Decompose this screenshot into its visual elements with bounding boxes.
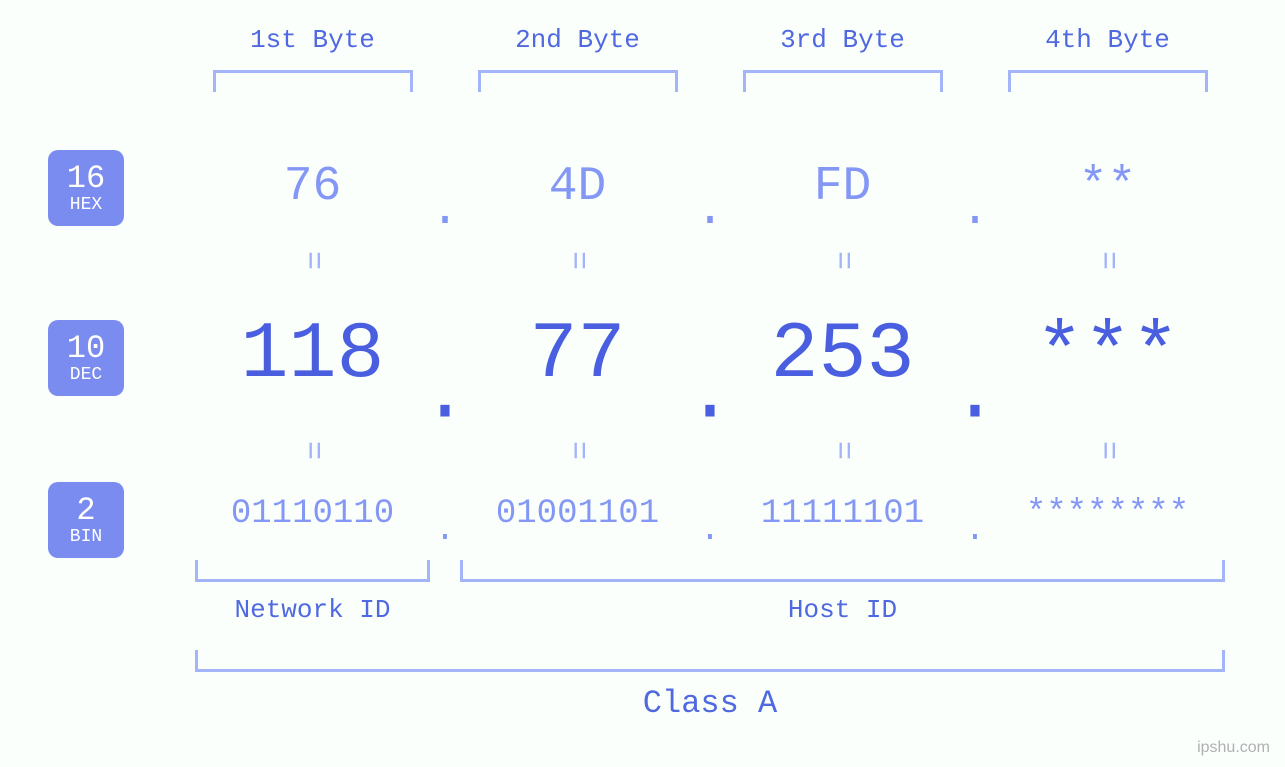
id-brackets-row bbox=[180, 560, 1240, 582]
bin-row: 01110110 . 01001101 . 11111101 . *******… bbox=[180, 495, 1240, 533]
dec-badge-num: 10 bbox=[67, 331, 105, 366]
bin-sep-3: . bbox=[965, 512, 985, 550]
watermark: ipshu.com bbox=[1197, 739, 1270, 757]
dec-badge-label: DEC bbox=[70, 366, 102, 386]
hex-sep-2: . bbox=[696, 184, 725, 238]
dec-sep-2: . bbox=[686, 350, 734, 441]
host-id-label: Host ID bbox=[445, 595, 1240, 625]
byte-headers-row: 1st Byte 2nd Byte 3rd Byte 4th Byte bbox=[180, 25, 1240, 55]
bin-badge-num: 2 bbox=[76, 493, 95, 528]
byte-header-1: 1st Byte bbox=[180, 25, 445, 55]
hex-badge-num: 16 bbox=[67, 161, 105, 196]
bin-byte-3: 11111101 bbox=[710, 495, 975, 533]
hex-sep-3: . bbox=[961, 184, 990, 238]
bin-byte-2: 01001101 bbox=[445, 495, 710, 533]
byte-bracket-3 bbox=[743, 70, 943, 92]
bin-badge: 2 BIN bbox=[48, 482, 124, 558]
hex-badge-label: HEX bbox=[70, 196, 102, 216]
hex-row: 76 . 4D . FD . ** bbox=[180, 160, 1240, 214]
equals-row-1: = = = = bbox=[180, 240, 1240, 277]
byte-header-4: 4th Byte bbox=[975, 25, 1240, 55]
eq-2-2: = bbox=[559, 316, 596, 581]
hex-badge: 16 HEX bbox=[48, 150, 124, 226]
class-label: Class A bbox=[180, 685, 1240, 722]
class-bracket bbox=[195, 650, 1225, 672]
bin-sep-1: . bbox=[435, 512, 455, 550]
bin-sep-2: . bbox=[700, 512, 720, 550]
id-labels-row: Network ID Host ID bbox=[180, 595, 1240, 625]
host-id-bracket bbox=[460, 560, 1225, 582]
network-id-label: Network ID bbox=[180, 595, 445, 625]
byte-header-2: 2nd Byte bbox=[445, 25, 710, 55]
bin-badge-label: BIN bbox=[70, 528, 102, 548]
byte-header-3: 3rd Byte bbox=[710, 25, 975, 55]
equals-row-2: = = = = bbox=[180, 430, 1240, 467]
bin-byte-4: ******** bbox=[975, 495, 1240, 533]
dec-badge: 10 DEC bbox=[48, 320, 124, 396]
dec-sep-1: . bbox=[421, 350, 469, 441]
bin-byte-1: 01110110 bbox=[180, 495, 445, 533]
byte-brackets-row bbox=[180, 70, 1240, 92]
byte-bracket-4 bbox=[1008, 70, 1208, 92]
eq-2-4: = bbox=[1089, 316, 1126, 581]
eq-2-1: = bbox=[294, 316, 331, 581]
eq-2-3: = bbox=[824, 316, 861, 581]
dec-sep-3: . bbox=[951, 350, 999, 441]
dec-row: 118 . 77 . 253 . *** bbox=[180, 310, 1240, 401]
hex-sep-1: . bbox=[431, 184, 460, 238]
byte-bracket-2 bbox=[478, 70, 678, 92]
network-id-bracket bbox=[195, 560, 430, 582]
byte-bracket-1 bbox=[213, 70, 413, 92]
